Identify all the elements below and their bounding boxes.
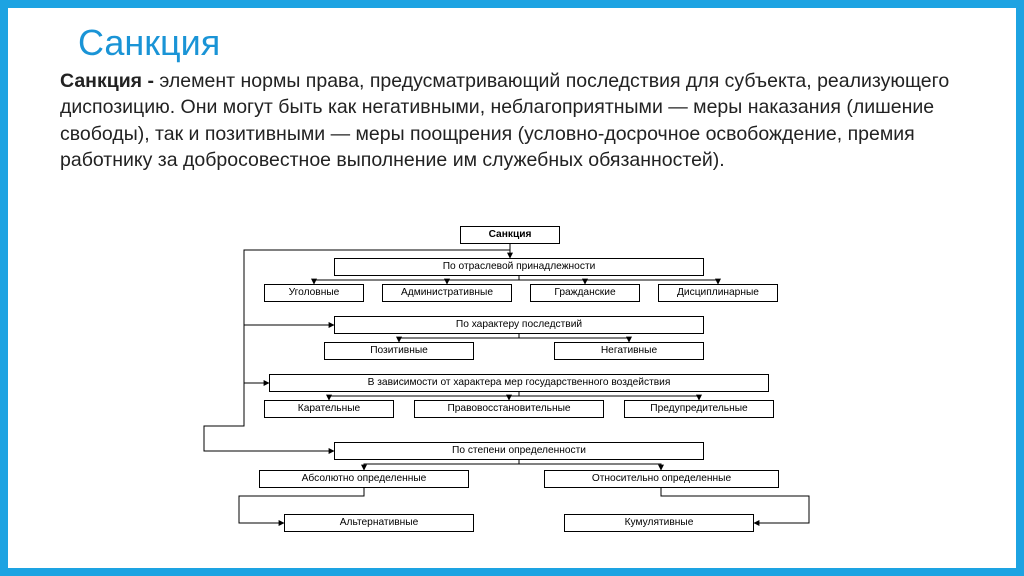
definition-paragraph: Санкция - элемент нормы права, предусмат… (8, 68, 1016, 173)
edge (329, 392, 519, 400)
edge (364, 460, 519, 470)
sanction-diagram: Санкция По отраслевой принадлежности Уголо… (184, 226, 864, 556)
node-n4a: Абсолютно определенные (259, 470, 469, 488)
page-title: Санкция (8, 8, 1016, 68)
node-n2b: Негативные (554, 342, 704, 360)
edge (399, 334, 519, 342)
definition-text: элемент нормы права, предусматривающий п… (60, 70, 949, 171)
edge (314, 276, 519, 284)
node-g2: По характеру последствий (334, 316, 704, 334)
node-g4: По степени определенности (334, 442, 704, 460)
node-n2a: Позитивные (324, 342, 474, 360)
node-n1a: Уголовные (264, 284, 364, 302)
node-g3: В зависимости от характера мер государст… (269, 374, 769, 392)
node-root: Санкция (460, 226, 560, 244)
node-n1d: Дисциплинарные (658, 284, 778, 302)
definition-term: Санкция - (60, 70, 154, 92)
node-g1: По отраслевой принадлежности (334, 258, 704, 276)
node-n3b: Правовосстановительные (414, 400, 604, 418)
node-n1b: Административные (382, 284, 512, 302)
node-n5a: Альтернативные (284, 514, 474, 532)
node-n3c: Предупредительные (624, 400, 774, 418)
node-n4b: Относительно определенные (544, 470, 779, 488)
node-n5b: Кумулятивные (564, 514, 754, 532)
node-n3a: Карательные (264, 400, 394, 418)
edge (244, 325, 269, 383)
node-n1c: Гражданские (530, 284, 640, 302)
